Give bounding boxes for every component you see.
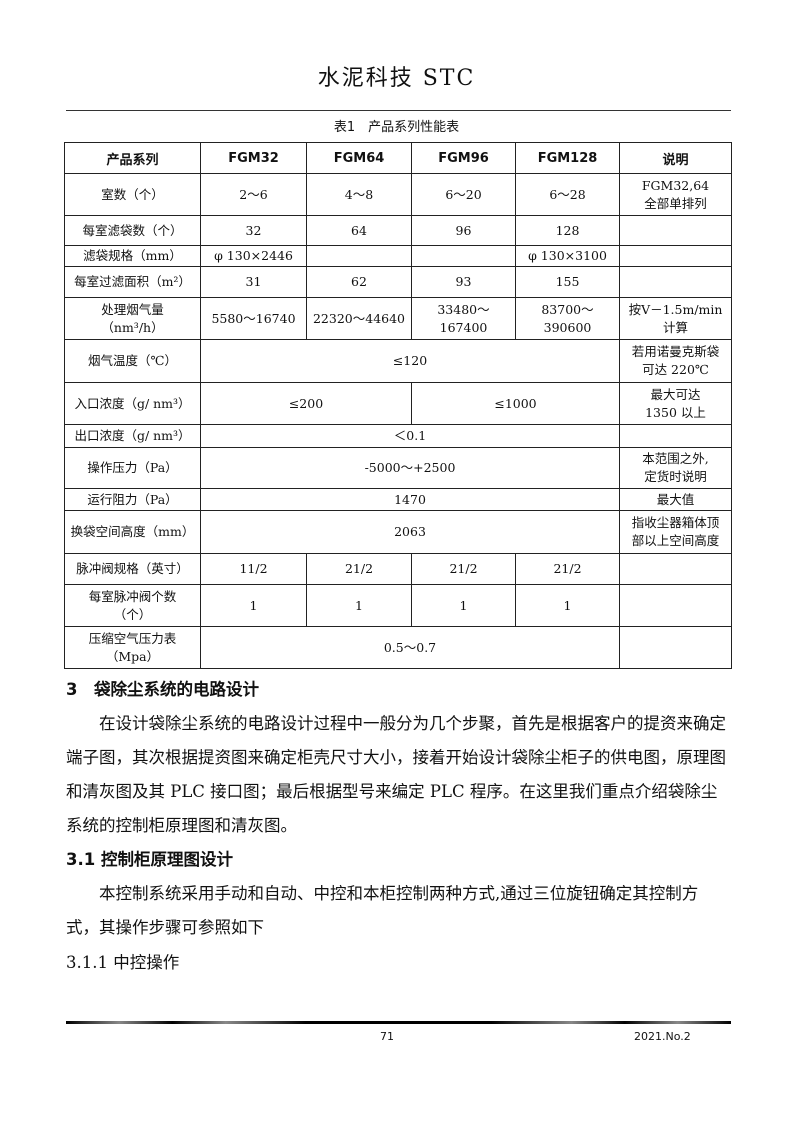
table-row: 滤袋规格（mm） φ 130×2446 φ 130×3100 xyxy=(64,245,732,267)
issue-label: 2021.No.2 xyxy=(634,1030,691,1043)
table-cell: 按V－1.5m/min 计算 xyxy=(619,297,732,340)
table-cell: 换袋空间高度（mm） xyxy=(64,510,201,554)
table-cell: ＜0.1 xyxy=(200,424,620,448)
journal-title: 水泥科技 STC xyxy=(317,66,476,91)
table-cell: 93 xyxy=(411,266,516,298)
table-cell xyxy=(619,584,732,627)
table-cell xyxy=(619,245,732,267)
table-row: 换袋空间高度（mm） 2063 指收尘器箱体顶 部以上空间高度 xyxy=(64,510,732,554)
table-cell: 1 xyxy=(515,584,620,627)
table-cell: 本范围之外, 定货时说明 xyxy=(619,447,732,489)
table-cell: 83700～ 390600 xyxy=(515,297,620,340)
section-3-paragraph: 在设计袋除尘系统的电路设计过程中一般分为几个步聚，首先是根据客户的提资来确定端子… xyxy=(66,714,726,835)
table-cell: φ 130×3100 xyxy=(515,245,620,267)
table-row: 入口浓度（g/ nm³） ≤200 ≤1000 最大可达 1350 以上 xyxy=(64,382,732,425)
table-cell: 指收尘器箱体顶 部以上空间高度 xyxy=(619,510,732,554)
table-cell: 操作压力（Pa） xyxy=(64,447,201,489)
table-cell: 6～28 xyxy=(515,173,620,216)
table-cell: ≤200 xyxy=(200,382,412,425)
table-cell: 1470 xyxy=(200,488,620,511)
table-cell xyxy=(411,245,516,267)
table-cell: 室数（个） xyxy=(64,173,201,216)
table-cell: 出口浓度（g/ nm³） xyxy=(64,424,201,448)
table-cell: 21/2 xyxy=(515,553,620,585)
table-cell: 96 xyxy=(411,215,516,246)
table-cell: 6～20 xyxy=(411,173,516,216)
table-header-cell: FGM128 xyxy=(515,142,620,174)
table-caption: 表1 产品系列性能表 xyxy=(333,120,460,135)
table-cell: 烟气温度（℃） xyxy=(64,339,201,383)
table-row: 运行阻力（Pa） 1470 最大值 xyxy=(64,488,732,511)
table-cell: -5000～+2500 xyxy=(200,447,620,489)
table-cell xyxy=(619,424,732,448)
table-cell: 31 xyxy=(200,266,307,298)
table-cell: 21/2 xyxy=(306,553,412,585)
section-3-1-1-heading: 3.1.1 中控操作 xyxy=(66,953,180,972)
table-cell: 脉冲阀规格（英寸） xyxy=(64,553,201,585)
table-cell: 4～8 xyxy=(306,173,412,216)
table-cell: 1 xyxy=(411,584,516,627)
performance-table: 产品系列 FGM32 FGM64 FGM96 FGM128 说明 室数（个） 2～6 4～8 6… xyxy=(64,142,732,669)
table-cell: ≤1000 xyxy=(411,382,620,425)
table-cell: 32 xyxy=(200,215,307,246)
table-cell xyxy=(306,245,412,267)
table-cell: 0.5～0.7 xyxy=(200,626,620,669)
section-3-heading: 3 袋除尘系统的电路设计 xyxy=(66,680,259,699)
table-cell: 滤袋规格（mm） xyxy=(64,245,201,267)
table-header-cell: 说明 xyxy=(619,142,732,174)
page-number: 71 xyxy=(380,1030,394,1043)
table-cell: 33480～ 167400 xyxy=(411,297,516,340)
table-header-cell: FGM64 xyxy=(306,142,412,174)
table-cell xyxy=(619,626,732,669)
section-3-1-paragraph: 本控制系统采用手动和自动、中控和本柜控制两种方式,通过三位旋钮确定其控制方式，其… xyxy=(66,884,699,937)
table-row: 脉冲阀规格（英寸） 11/2 21/2 21/2 21/2 xyxy=(64,553,732,585)
table-cell: 11/2 xyxy=(200,553,307,585)
table-cell: 155 xyxy=(515,266,620,298)
table-cell: 处理烟气量 （nm³/h） xyxy=(64,297,201,340)
table-cell: 每室滤袋数（个） xyxy=(64,215,201,246)
table-cell: 2063 xyxy=(200,510,620,554)
table-row: 出口浓度（g/ nm³） ＜0.1 xyxy=(64,424,732,448)
table-row: 每室过滤面积（m²） 31 62 93 155 xyxy=(64,266,732,298)
table-row: 压缩空气压力表 （Mpa） 0.5～0.7 xyxy=(64,626,732,669)
table-header-cell: FGM32 xyxy=(200,142,307,174)
table-cell: 62 xyxy=(306,266,412,298)
table-cell: 2～6 xyxy=(200,173,307,216)
table-row: 每室脉冲阀个数 （个） 1 1 1 1 xyxy=(64,584,732,627)
table-cell: 压缩空气压力表 （Mpa） xyxy=(64,626,201,669)
table-cell: 64 xyxy=(306,215,412,246)
table-cell: φ 130×2446 xyxy=(200,245,307,267)
table-cell: 若用诺曼克斯袋 可达 220℃ xyxy=(619,339,732,383)
footer-rule xyxy=(66,1021,731,1024)
table-cell: 入口浓度（g/ nm³） xyxy=(64,382,201,425)
table-cell: 最大值 xyxy=(619,488,732,511)
table-cell xyxy=(619,266,732,298)
table-cell: 1 xyxy=(306,584,412,627)
table-cell: ≤120 xyxy=(200,339,620,383)
table-cell: 运行阻力（Pa） xyxy=(64,488,201,511)
table-cell: 1 xyxy=(200,584,307,627)
table-row: 处理烟气量 （nm³/h） 5580～16740 22320～44640 33480～… xyxy=(64,297,732,340)
table-cell: 每室脉冲阀个数 （个） xyxy=(64,584,201,627)
header-rule xyxy=(66,110,731,111)
table-cell: 每室过滤面积（m²） xyxy=(64,266,201,298)
table-row: 烟气温度（℃） ≤120 若用诺曼克斯袋 可达 220℃ xyxy=(64,339,732,383)
table-cell: 128 xyxy=(515,215,620,246)
table-cell xyxy=(619,215,732,246)
table-cell xyxy=(619,553,732,585)
table-row: 室数（个） 2～6 4～8 6～20 6～28 FGM32,64 全部单排列 xyxy=(64,173,732,216)
table-cell: FGM32,64 全部单排列 xyxy=(619,173,732,216)
table-cell: 最大可达 1350 以上 xyxy=(619,382,732,425)
table-row: 操作压力（Pa） -5000～+2500 本范围之外, 定货时说明 xyxy=(64,447,732,489)
table-cell: 21/2 xyxy=(411,553,516,585)
table-cell: 22320～44640 xyxy=(306,297,412,340)
table-header-cell: FGM96 xyxy=(411,142,516,174)
table-row: 每室滤袋数（个） 32 64 96 128 xyxy=(64,215,732,246)
section-3-1-heading: 3.1 控制柜原理图设计 xyxy=(66,850,233,869)
table-cell: 5580～16740 xyxy=(200,297,307,340)
table-header-cell: 产品系列 xyxy=(64,142,201,174)
